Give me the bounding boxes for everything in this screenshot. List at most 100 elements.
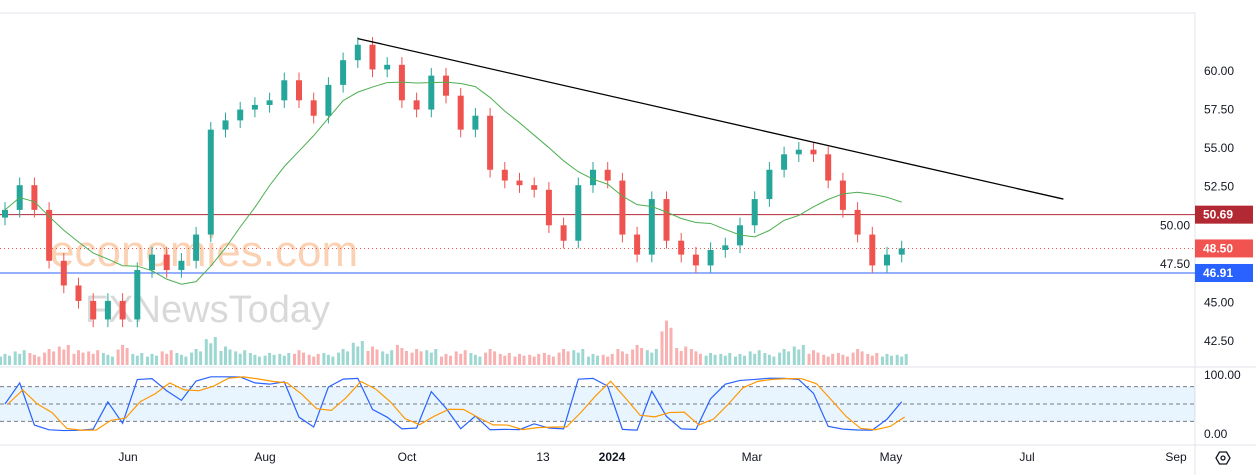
volume-bar bbox=[763, 353, 767, 365]
price-tick-label: 52.50 bbox=[1204, 180, 1234, 194]
price-tick-label: 55.00 bbox=[1204, 141, 1234, 155]
volume-bar bbox=[434, 349, 438, 365]
volume-bar bbox=[816, 352, 820, 365]
candle-body bbox=[795, 149, 802, 155]
volume-bar bbox=[748, 351, 752, 365]
candle-body bbox=[678, 240, 685, 255]
candle-body bbox=[707, 249, 714, 266]
volume-bar bbox=[532, 356, 536, 365]
volume-bar bbox=[757, 350, 761, 365]
price-tag bbox=[1195, 205, 1253, 224]
volume-bar bbox=[698, 353, 702, 365]
volume-bar bbox=[140, 353, 144, 365]
volume-bar bbox=[669, 327, 673, 365]
candle-body bbox=[384, 64, 391, 70]
volume-bar bbox=[209, 343, 213, 365]
candle-body bbox=[60, 260, 67, 286]
volume-bar bbox=[709, 353, 713, 365]
price-tag bbox=[1195, 263, 1253, 282]
volume-bar bbox=[18, 353, 22, 365]
candle-body bbox=[766, 169, 773, 200]
volume-bar bbox=[679, 351, 683, 365]
volume-bar bbox=[91, 353, 95, 365]
volume-bar bbox=[801, 345, 805, 365]
volume-bar bbox=[322, 353, 326, 365]
candle-body bbox=[369, 44, 376, 70]
settings-icon[interactable] bbox=[1215, 451, 1231, 465]
candle-body bbox=[472, 115, 479, 130]
volume-bar bbox=[146, 356, 149, 365]
volume-bar bbox=[243, 350, 247, 365]
volume-bar bbox=[675, 348, 679, 365]
volume-bar bbox=[881, 356, 884, 365]
watermark-logo: economies.com FXNewsToday bbox=[50, 227, 358, 331]
volume-bar bbox=[606, 356, 610, 365]
volume-bar bbox=[121, 345, 125, 365]
volume-bar bbox=[337, 352, 341, 365]
volume-bar bbox=[787, 351, 791, 365]
volume-bar bbox=[72, 353, 76, 365]
candle-body bbox=[251, 104, 258, 110]
candle-body bbox=[149, 254, 155, 271]
ma-line bbox=[4, 81, 902, 285]
price-tick-label: 57.50 bbox=[1204, 103, 1234, 117]
volume-bar bbox=[263, 355, 267, 365]
volume-bar bbox=[473, 354, 477, 365]
candle-body bbox=[119, 300, 126, 320]
candle-body bbox=[869, 234, 876, 266]
price-axis[interactable]: 60.00 57.50 55.00 52.50 50.00 47.50 45.00 42.50… bbox=[1160, 64, 1241, 441]
volume-bar bbox=[224, 346, 227, 365]
volume-bar bbox=[194, 349, 198, 365]
time-axis[interactable]: Jun Aug Oct 13 2024 Mar May Jul Sep bbox=[118, 450, 1187, 464]
volume-bar bbox=[346, 351, 350, 365]
volume-bar bbox=[738, 353, 742, 365]
candle-body bbox=[310, 100, 317, 116]
volume-bar bbox=[454, 351, 458, 365]
candle-body bbox=[648, 199, 655, 255]
volume-bar bbox=[650, 352, 654, 365]
volume-bar bbox=[860, 351, 864, 365]
volume-bar bbox=[645, 350, 649, 365]
candle-body bbox=[516, 180, 523, 186]
candle-body bbox=[692, 254, 699, 266]
volume-bar bbox=[381, 351, 385, 365]
volume-bar bbox=[822, 354, 826, 365]
volume-bar bbox=[572, 350, 576, 365]
volume-bar bbox=[404, 351, 408, 365]
volume-bar bbox=[257, 356, 261, 365]
candle-body bbox=[90, 300, 97, 320]
volume-bar bbox=[478, 356, 482, 365]
volume-bar bbox=[415, 349, 419, 365]
trendline[interactable] bbox=[357, 37, 1064, 200]
volume-bar bbox=[135, 355, 139, 365]
candle-body bbox=[604, 169, 611, 181]
volume-bar bbox=[807, 353, 811, 365]
volume-bar bbox=[778, 352, 782, 365]
volume-bar bbox=[743, 355, 746, 365]
volume-bar bbox=[772, 356, 776, 365]
volume-bar bbox=[160, 351, 164, 365]
volume-bar bbox=[836, 353, 840, 365]
volume-bar bbox=[219, 351, 223, 365]
volume-bar bbox=[390, 350, 394, 365]
volume-bar bbox=[459, 353, 463, 365]
candle-body bbox=[457, 95, 464, 130]
osc-tick-label: 100.00 bbox=[1204, 368, 1241, 382]
volume-bar bbox=[356, 346, 360, 365]
volume-bar bbox=[528, 354, 532, 365]
volume-bar bbox=[900, 356, 904, 365]
volume-bar bbox=[125, 348, 129, 365]
volume-bar bbox=[293, 353, 296, 365]
candles bbox=[2, 37, 905, 328]
candle-body bbox=[2, 209, 8, 218]
volume-bar bbox=[66, 345, 70, 365]
volume-bar bbox=[518, 353, 521, 365]
volume-bar bbox=[845, 356, 849, 365]
volume-bar bbox=[689, 349, 693, 365]
volume-bar bbox=[52, 351, 56, 365]
volume-bar bbox=[551, 356, 555, 365]
volume-bar bbox=[660, 331, 664, 365]
moving-average bbox=[4, 81, 902, 285]
candle-body bbox=[884, 254, 890, 266]
